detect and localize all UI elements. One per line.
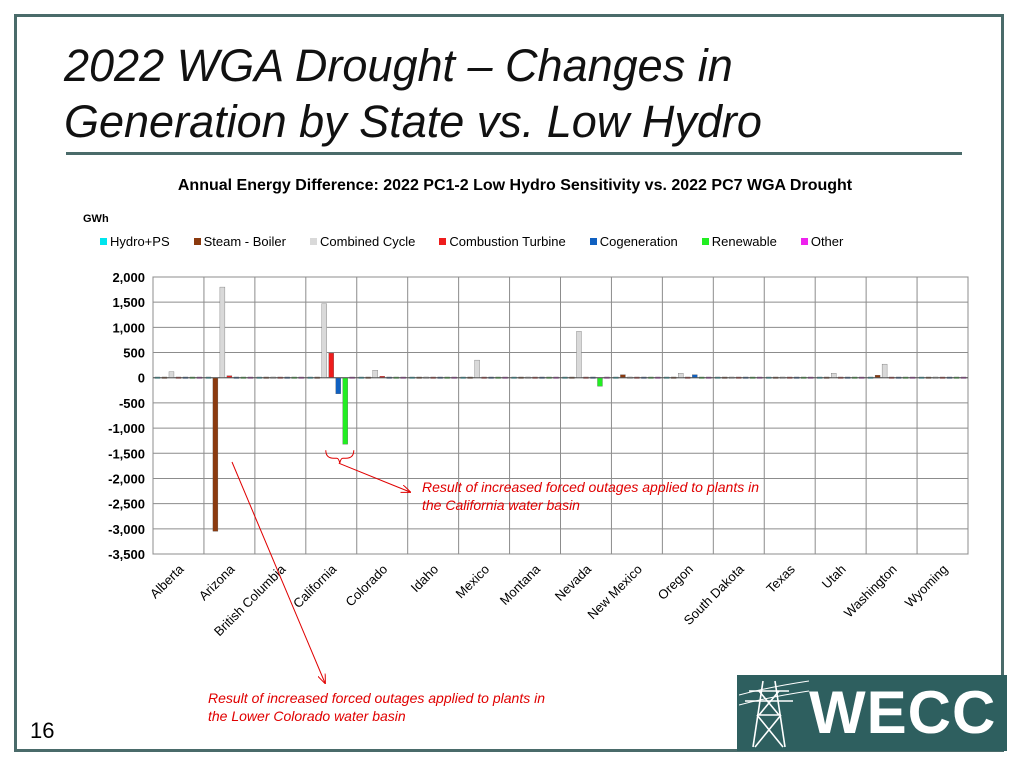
y-tick-label: -2,000: [108, 471, 145, 486]
legend-item: Other: [800, 234, 844, 249]
x-tick-label: Mexico: [452, 562, 492, 602]
x-tick-label: Utah: [819, 562, 849, 592]
bar: [168, 371, 175, 378]
x-tick-label: Washington: [841, 562, 900, 621]
chart-title: Annual Energy Difference: 2022 PC1-2 Low…: [177, 177, 853, 194]
legend-item: Steam - Boiler: [193, 234, 286, 249]
wecc-logo: WECC: [737, 675, 1007, 751]
y-tick-label: 2,000: [112, 270, 145, 285]
annotation-arrow-california: [338, 462, 410, 492]
bar: [576, 331, 582, 378]
legend-label: Other: [810, 234, 844, 249]
x-tick-label: Nevada: [552, 561, 595, 604]
legend-label: Combustion Turbine: [449, 234, 566, 249]
y-tick-label: 1,000: [112, 320, 145, 335]
y-axis-unit: GWh: [83, 213, 109, 225]
y-tick-label: -1,500: [108, 446, 145, 461]
x-tick-label: Alberta: [147, 561, 187, 601]
x-tick-label: California: [290, 561, 340, 611]
bar: [597, 377, 603, 387]
legend-label: Combined Cycle: [320, 234, 416, 249]
y-tick-label: -1,000: [108, 421, 145, 436]
bar: [335, 377, 341, 394]
slide-title-line1: 2022 WGA Drought – Changes in: [64, 40, 733, 91]
y-tick-label: 0: [138, 371, 145, 386]
annotation-arizona: Result of increased forced outages appli…: [208, 690, 545, 724]
legend-swatch: [701, 238, 709, 245]
bar: [881, 363, 888, 378]
x-tick-label: Arizona: [196, 561, 238, 603]
legend-item: Hydro+PS: [100, 234, 170, 249]
y-tick-label: -500: [119, 396, 145, 411]
annotation-arrow-arizona: [231, 461, 325, 683]
bar: [219, 286, 226, 378]
legend-item: Cogeneration: [589, 234, 678, 249]
logo-text: WECC: [809, 679, 997, 746]
legend-label: Hydro+PS: [110, 234, 170, 249]
y-tick-label: 500: [123, 346, 145, 361]
page-number: 16: [30, 718, 55, 743]
legend-swatch: [439, 238, 447, 245]
legend-item: Renewable: [701, 234, 777, 249]
y-tick-label: -3,000: [108, 522, 145, 537]
bar: [831, 373, 837, 378]
x-tick-label: Oregon: [655, 562, 696, 603]
bar: [212, 377, 219, 532]
x-tick-label: Colorado: [342, 562, 390, 610]
title-underline: [66, 152, 962, 155]
y-tick-label: -3,500: [108, 547, 145, 562]
bar: [342, 377, 348, 445]
y-tick-label: -2,500: [108, 497, 145, 512]
chart-legend: Hydro+PS Steam - Boiler Combined Cycle Comb…: [100, 234, 960, 249]
x-tick-label: Wyoming: [902, 562, 951, 611]
legend-label: Steam - Boiler: [203, 234, 286, 249]
legend-label: Renewable: [711, 234, 777, 249]
slide-title-line2: Generation by State vs. Low Hydro: [64, 96, 762, 147]
legend-label: Cogeneration: [599, 234, 678, 249]
bar: [372, 370, 378, 378]
bar: [328, 352, 334, 378]
annotation-california: Result of increased forced outages appli…: [422, 479, 759, 513]
y-tick-label: 1,500: [112, 295, 145, 310]
bar: [474, 359, 480, 378]
legend-swatch: [193, 238, 201, 245]
legend-swatch: [800, 238, 808, 245]
legend-swatch: [589, 238, 597, 245]
legend-item: Combined Cycle: [310, 234, 415, 249]
transmission-tower-icon: [739, 680, 809, 748]
legend-swatch: [310, 238, 317, 245]
bar: [678, 373, 684, 378]
slide-title: 2022 WGA Drought – Changes in Generation…: [64, 38, 964, 150]
legend-item: Combustion Turbine: [439, 234, 566, 249]
bar: [321, 303, 327, 378]
x-tick-label: New Mexico: [584, 562, 645, 623]
slide-frame: [14, 14, 1004, 752]
x-tick-label: Montana: [497, 561, 544, 608]
x-tick-label: Idaho: [408, 562, 442, 596]
legend-swatch: [100, 238, 107, 245]
x-tick-label: Texas: [763, 561, 798, 596]
